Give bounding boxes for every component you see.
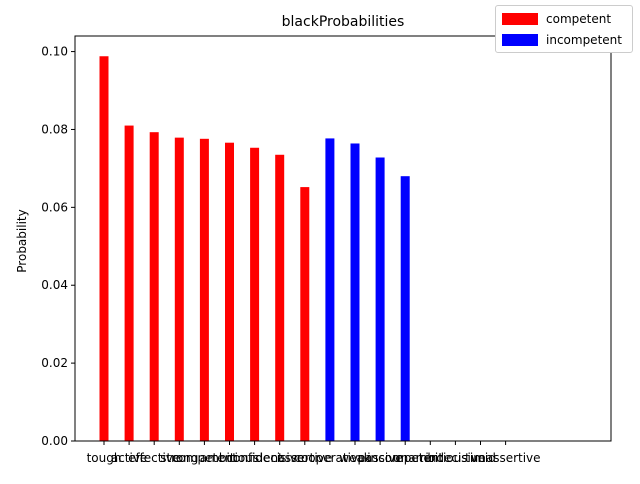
legend-swatch-competent: [502, 13, 538, 25]
x-tick-label-timid: timid: [465, 451, 496, 465]
chart-title: blackProbabilities: [282, 14, 405, 30]
bar-incompetent-passive: [375, 157, 385, 441]
y-tick-label: 0.02: [41, 356, 68, 370]
bar-competent-assertive: [300, 187, 310, 441]
bar-competent-confident: [250, 147, 260, 442]
legend-label-competent: competent: [546, 12, 612, 26]
bar-incompetent-cooperative: [325, 138, 335, 441]
y-ticks-group: 0.00 0.02 0.04 0.06 0.08 0.10: [41, 45, 75, 448]
x-tick-label-passive: passive: [357, 451, 402, 465]
y-axis-label: Probability: [15, 209, 29, 272]
bar-competent-active: [124, 125, 134, 441]
x-tick-label-effective: effective: [128, 451, 180, 465]
x-tick-label-unambitious: unambitious: [393, 451, 467, 465]
x-tick-label-incompetent: incompetent: [367, 451, 443, 465]
x-tick-label-weak: weak: [339, 451, 371, 465]
x-tick-label-indecisive: indecisive: [425, 451, 485, 465]
bar-incompetent-weak: [350, 143, 360, 441]
x-tick-label-cooperative: cooperative: [294, 451, 365, 465]
y-tick-label: 0.06: [41, 200, 68, 214]
legend-swatch-incompetent: [502, 34, 538, 46]
legend-item-incompetent: incompetent: [502, 32, 622, 48]
bar-competent-effective: [149, 132, 159, 441]
x-tick-label-tough: tough: [87, 451, 122, 465]
legend-label-incompetent: incompetent: [546, 33, 622, 47]
x-tick-label-assertive: assertive: [277, 451, 332, 465]
bar-competent-strong: [174, 137, 184, 442]
plot-frame: [74, 35, 612, 442]
x-tick-label-unassertive: unassertive: [471, 451, 541, 465]
x-tick-label-strong: strong: [160, 451, 198, 465]
x-tick-label-ambitious: ambitious: [200, 451, 259, 465]
y-tick-label: 0.04: [41, 278, 68, 292]
bar-competent-decisive: [275, 154, 285, 441]
y-tick-label: 0.10: [41, 45, 68, 59]
bar-competent-ambitious: [225, 142, 234, 442]
x-tick-label-confident: confident: [226, 451, 283, 465]
legend-item-competent: competent: [502, 11, 611, 27]
bars-group: [99, 56, 410, 442]
x-tick-label-competent: competent: [172, 451, 237, 465]
y-tick-label: 0.08: [41, 122, 68, 136]
x-ticks-group: toughactiveeffectivestrongcompetentambit…: [87, 441, 541, 465]
x-tick-label-active: active: [111, 451, 147, 465]
bar-competent-competent: [199, 138, 209, 442]
bar-competent-tough: [99, 56, 109, 441]
x-tick-label-decisive: decisive: [255, 451, 304, 465]
bar-incompetent-incompetent: [400, 176, 410, 441]
legend: competent incompetent: [495, 5, 633, 53]
y-tick-label: 0.00: [41, 434, 68, 448]
